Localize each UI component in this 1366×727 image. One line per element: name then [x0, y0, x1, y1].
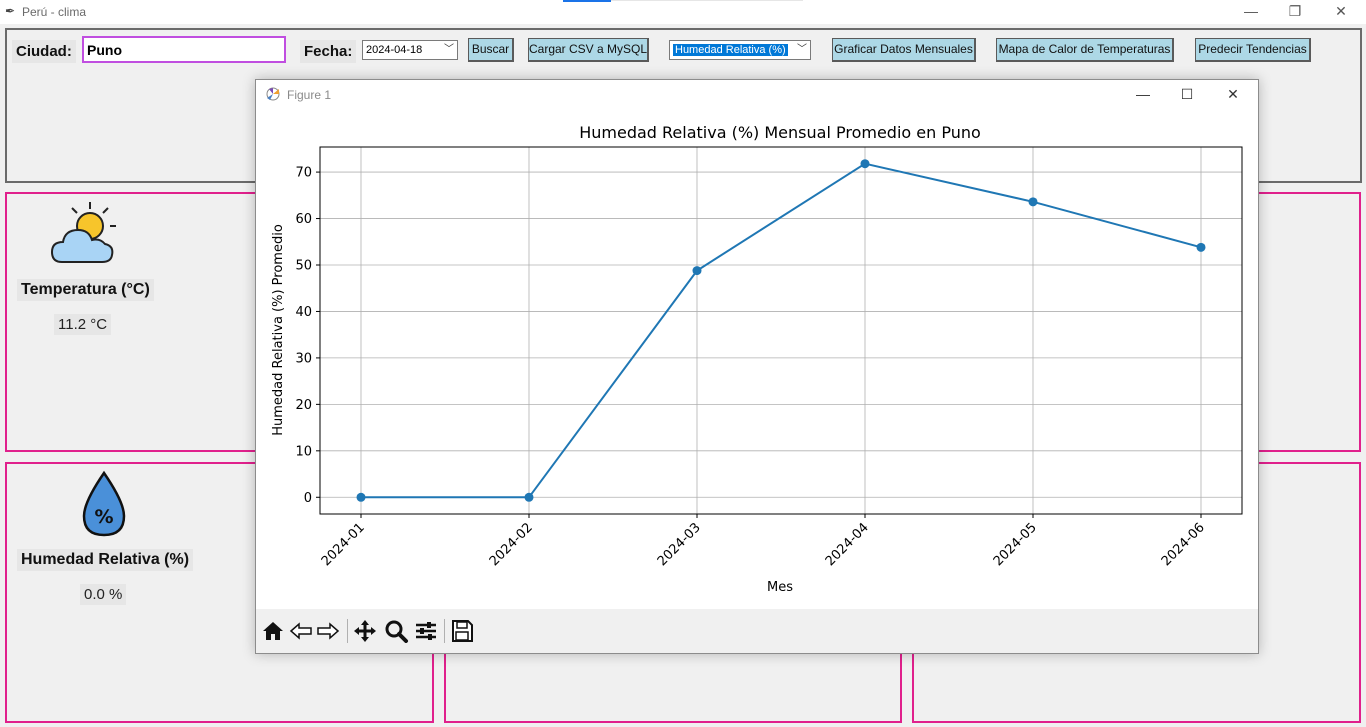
- taskbar-accent: [563, 0, 611, 2]
- x-axis-label: Mes: [767, 580, 793, 595]
- temperatura-title: Temperatura (°C): [17, 279, 154, 301]
- y-tick-label: 0: [304, 491, 312, 506]
- taskbar-accent-line: [611, 0, 803, 1]
- figure-minimize-button[interactable]: —: [1136, 86, 1150, 102]
- y-tick-label: 60: [295, 212, 312, 227]
- figure-title: Figure 1: [287, 88, 332, 102]
- forward-icon[interactable]: [315, 619, 341, 643]
- x-tick-label: 2024-03: [655, 520, 704, 569]
- line-chart: Humedad Relativa (%) Mensual Promedio en…: [271, 123, 1243, 595]
- restore-button[interactable]: ❐: [1288, 3, 1302, 19]
- plot-area-frame: [319, 146, 1243, 515]
- y-tick-label: 50: [295, 258, 312, 273]
- x-tick-label: 2024-02: [487, 520, 536, 569]
- temperatura-value: 11.2 °C: [54, 314, 112, 335]
- back-icon[interactable]: [288, 619, 314, 643]
- y-tick-label: 40: [295, 305, 312, 320]
- chart-grid: [320, 147, 1242, 514]
- matplotlib-logo-icon: [266, 87, 280, 101]
- ciudad-label: Ciudad:: [12, 40, 76, 63]
- data-point: [1196, 242, 1206, 252]
- fecha-label: Fecha:: [300, 40, 357, 63]
- toolbar-separator: [444, 619, 445, 643]
- window-title: Perú - clima: [22, 5, 87, 19]
- y-axis-label: Humedad Relativa (%) Promedio: [271, 224, 286, 436]
- data-point: [1028, 197, 1038, 207]
- data-point: [524, 492, 534, 502]
- fecha-value: 2024-04-18: [366, 44, 423, 56]
- fecha-date-picker[interactable]: 2024-04-18 ﹀: [362, 40, 458, 60]
- x-axis-ticks: 2024-01 2024-02 2024-03 2024-04 2024-05 2024-…: [319, 514, 1208, 569]
- configure-subplots-icon[interactable]: [413, 619, 439, 643]
- x-tick-label: 2024-04: [823, 520, 872, 569]
- x-tick-label: 2024-06: [1159, 520, 1208, 569]
- toolbar-separator: [347, 619, 348, 643]
- graficar-mensuales-button[interactable]: Graficar Datos Mensuales: [832, 38, 976, 62]
- data-point: [692, 266, 702, 276]
- zoom-icon[interactable]: [383, 619, 409, 643]
- partly-cloudy-icon: [50, 202, 116, 263]
- figure-title-bar: Figure 1 — ☐ ✕: [256, 80, 1258, 110]
- save-icon[interactable]: [449, 619, 475, 643]
- x-tick-label: 2024-01: [319, 520, 368, 569]
- cargar-csv-button[interactable]: Cargar CSV a MySQL: [528, 38, 649, 62]
- variable-select-value: Humedad Relativa (%): [672, 43, 789, 57]
- chevron-down-icon: ﹀: [444, 44, 454, 55]
- figure-toolbar: [256, 609, 1258, 653]
- home-icon[interactable]: [260, 619, 286, 643]
- series-markers: [356, 159, 1206, 502]
- figure-close-button[interactable]: ✕: [1227, 86, 1239, 102]
- y-tick-label: 20: [295, 398, 312, 413]
- humedad-value: 0.0 %: [80, 584, 127, 605]
- figure-maximize-button[interactable]: ☐: [1180, 86, 1194, 102]
- data-point: [860, 159, 870, 169]
- app-title-bar: ✒ Perú - clima — ❐ ✕: [0, 0, 1366, 24]
- y-tick-label: 70: [295, 166, 312, 181]
- chevron-down-icon: ﹀: [797, 44, 807, 55]
- svg-text:%: %: [94, 506, 113, 528]
- mapa-calor-button[interactable]: Mapa de Calor de Temperaturas: [996, 38, 1174, 62]
- y-tick-label: 30: [295, 351, 312, 366]
- y-axis-ticks: 0 10 20 30 40 50 60 70: [295, 166, 320, 506]
- predecir-tendencias-button[interactable]: Predecir Tendencias: [1195, 38, 1311, 62]
- data-point: [356, 492, 366, 502]
- minimize-button[interactable]: —: [1244, 3, 1258, 19]
- pan-icon[interactable]: [352, 619, 378, 643]
- x-tick-label: 2024-05: [991, 520, 1040, 569]
- humidity-drop-icon: %: [82, 470, 126, 537]
- buscar-button[interactable]: Buscar: [468, 38, 514, 62]
- y-tick-label: 10: [295, 444, 312, 459]
- feather-app-icon: ✒: [5, 4, 16, 18]
- chart-title: Humedad Relativa (%) Mensual Promedio en…: [579, 123, 981, 142]
- series-line: [361, 162, 1202, 499]
- ciudad-input[interactable]: [82, 36, 286, 63]
- variable-select[interactable]: Humedad Relativa (%) ﹀: [669, 40, 811, 60]
- humedad-title: Humedad Relativa (%): [17, 549, 194, 571]
- close-button[interactable]: ✕: [1335, 3, 1347, 19]
- figure-window: Figure 1 — ☐ ✕ Humedad Relativa (%) Mens…: [255, 79, 1259, 654]
